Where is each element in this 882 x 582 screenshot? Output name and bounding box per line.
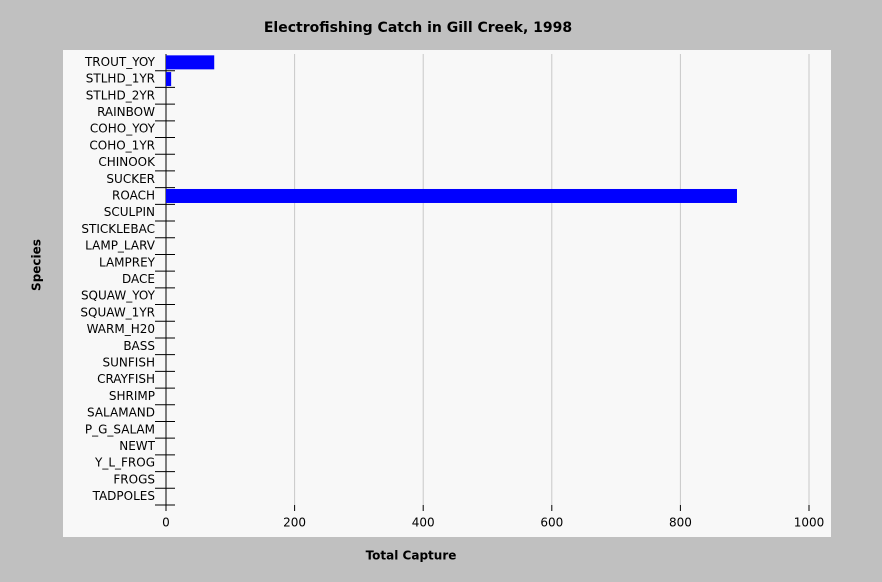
y-tick-label: RAINBOW (97, 105, 155, 119)
y-tick-label: STICKLEBAC (81, 222, 155, 236)
x-tick-label: 1000 (794, 516, 825, 530)
y-tick-label: CHINOOK (98, 155, 156, 169)
x-tick-label: 400 (412, 516, 435, 530)
y-tick-label: LAMP_LARV (85, 239, 156, 253)
y-tick-label: SCULPIN (104, 205, 155, 219)
y-tick-label: COHO_1YR (89, 138, 155, 152)
y-tick-label: LAMPREY (99, 255, 156, 269)
y-axis-label: Species (30, 239, 44, 291)
y-tick-label: STLHD_2YR (86, 88, 155, 102)
y-tick-label: SQUAW_1YR (80, 305, 155, 319)
y-tick-label: TROUT_YOY (84, 55, 156, 69)
y-tick-label: CRAYFISH (97, 372, 155, 386)
y-tick-label: SALAMAND (87, 406, 155, 420)
bar (166, 72, 172, 87)
y-tick-label: ROACH (112, 188, 155, 202)
chart-title: Electrofishing Catch in Gill Creek, 1998 (264, 20, 572, 36)
y-tick-label: SUNFISH (103, 356, 155, 370)
x-tick-label: 200 (283, 516, 306, 530)
y-tick-label: FROGS (113, 472, 155, 486)
y-tick-label: STLHD_1YR (86, 72, 155, 86)
bar (166, 188, 737, 203)
x-tick-label: 600 (540, 516, 563, 530)
y-tick-label: COHO_YOY (90, 122, 156, 136)
x-tick-label: 800 (669, 516, 692, 530)
bar (166, 55, 215, 70)
y-tick-label: Y_L_FROG (94, 456, 155, 470)
y-tick-label: P_G_SALAM (85, 422, 155, 436)
y-tick-label: BASS (123, 339, 155, 353)
y-tick-label: SUCKER (106, 172, 155, 186)
y-tick-label: SQUAW_YOY (81, 289, 156, 303)
y-tick-label: WARM_H20 (87, 322, 155, 336)
y-tick-label: DACE (122, 272, 155, 286)
plot-panel (63, 50, 831, 537)
y-tick-label: SHRIMP (109, 389, 155, 403)
x-tick-label: 0 (162, 516, 170, 530)
x-axis-label: Total Capture (366, 549, 457, 563)
y-tick-label: TADPOLES (92, 489, 155, 503)
y-tick-label: NEWT (119, 439, 155, 453)
